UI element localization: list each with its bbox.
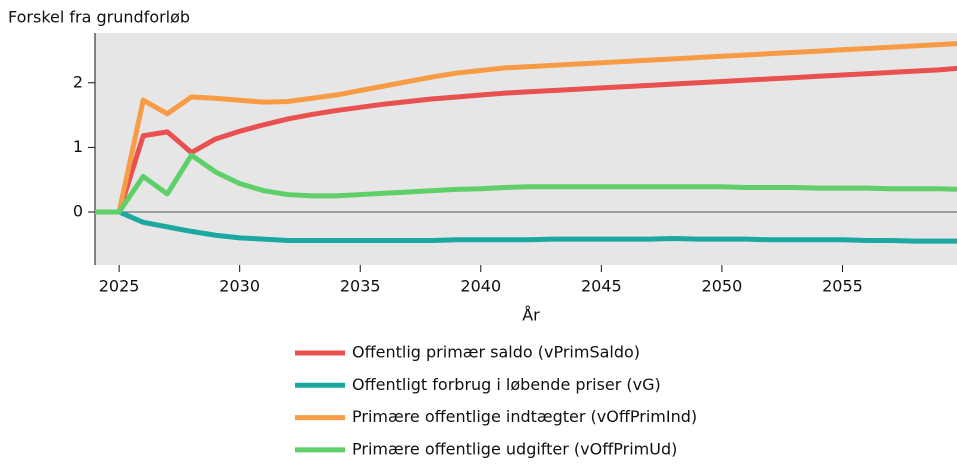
- series-line: [95, 41, 957, 215]
- x-axis-label: År: [522, 306, 540, 325]
- legend-label: Offentlig primær saldo (vPrimSaldo): [352, 343, 640, 362]
- y-tick-label: 1: [73, 137, 83, 156]
- series-group: [95, 41, 957, 244]
- y-axis-label: Forskel fra grundforløb: [8, 8, 190, 27]
- x-tick-label: 2030: [219, 277, 260, 296]
- plot-area: [95, 33, 957, 265]
- legend-label: Primære offentlige udgifter (vOffPrimUd): [352, 439, 677, 458]
- x-tick-label: 2040: [460, 277, 501, 296]
- x-tick-label: 2050: [702, 277, 743, 296]
- x-tick-label: 2045: [581, 277, 622, 296]
- series-line: [95, 152, 957, 215]
- legend-label: Offentligt forbrug i løbende priser (vG): [352, 375, 661, 394]
- x-tick-label: 2025: [99, 277, 140, 296]
- x-tick-label: 2035: [340, 277, 381, 296]
- y-tick-label: 0: [73, 202, 83, 221]
- series-line: [95, 65, 957, 215]
- x-tick-label: 2055: [822, 277, 863, 296]
- legend-label: Primære offentlige indtægter (vOffPrimIn…: [352, 407, 697, 426]
- series-line: [95, 209, 957, 244]
- y-tick-label: 2: [73, 72, 83, 91]
